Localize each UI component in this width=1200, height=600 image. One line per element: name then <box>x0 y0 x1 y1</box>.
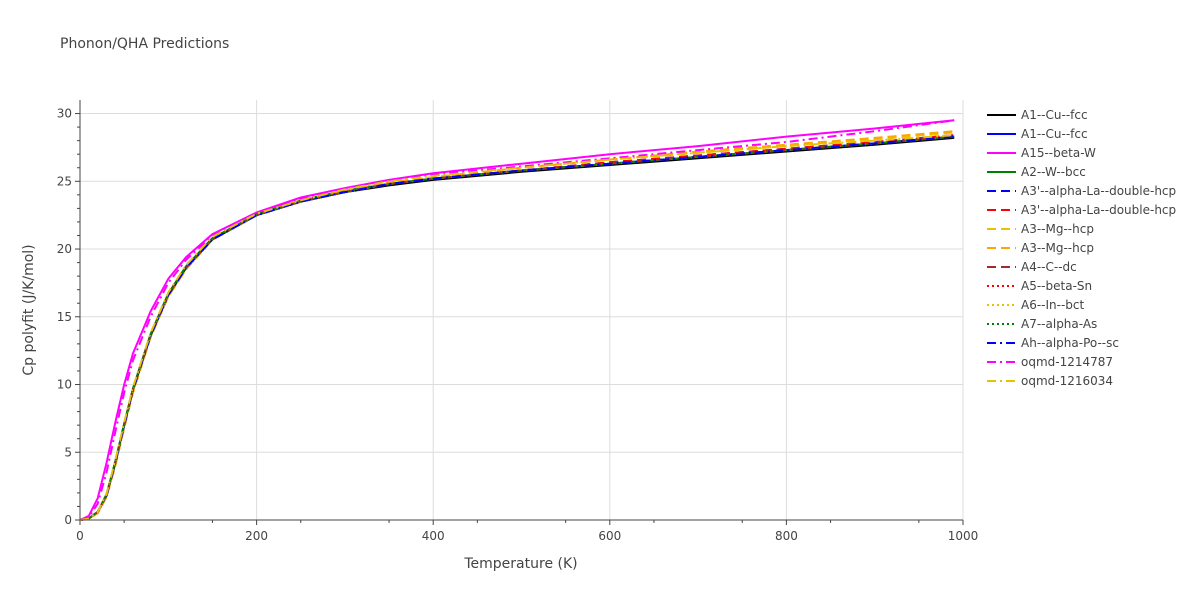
series-line <box>79 135 955 521</box>
legend-item[interactable]: A6--In--bct <box>987 298 1085 312</box>
legend-item[interactable]: A4--C--dc <box>987 260 1077 274</box>
legend-label: A5--beta-Sn <box>1021 279 1092 293</box>
y-tick-label: 5 <box>64 445 72 459</box>
legend-item[interactable]: oqmd-1214787 <box>987 355 1113 369</box>
legend-item[interactable]: A15--beta-W <box>987 146 1096 160</box>
legend-label: oqmd-1216034 <box>1021 374 1113 388</box>
legend-item[interactable]: A3'--alpha-La--double-hcp <box>987 203 1176 217</box>
legend-item[interactable]: A5--beta-Sn <box>987 279 1092 293</box>
legend-label: A3--Mg--hcp <box>1021 222 1094 236</box>
legend-label: A7--alpha-As <box>1021 317 1097 331</box>
legend: A1--Cu--fcc A1--Cu--fcc A15--beta-W A2--W--… <box>987 108 1176 388</box>
legend-label: A6--In--bct <box>1021 298 1085 312</box>
series-line <box>79 134 955 521</box>
y-tick-label: 0 <box>64 513 72 527</box>
legend-label: A1--Cu--fcc <box>1021 127 1088 141</box>
series-line <box>79 136 955 521</box>
series-line <box>79 134 955 521</box>
legend-label: A4--C--dc <box>1021 260 1077 274</box>
series-line <box>79 119 955 521</box>
series-line <box>79 135 955 521</box>
series-line <box>79 135 955 521</box>
y-tick-label: 25 <box>57 174 72 188</box>
series-line <box>79 135 955 521</box>
legend-item[interactable]: A1--Cu--fcc <box>987 108 1088 122</box>
axes <box>79 100 963 521</box>
legend-label: A2--W--bcc <box>1021 165 1086 179</box>
series-line <box>79 119 955 521</box>
x-axis-label: Temperature (K) <box>463 556 577 572</box>
x-axis-ticks: 0 200 400 600 800 1000 <box>76 520 978 543</box>
legend-label: A1--Cu--fcc <box>1021 108 1088 122</box>
series-line <box>79 135 955 521</box>
x-tick-label: 200 <box>245 529 268 543</box>
y-axis-label: Cp polyfit (J/K/mol) <box>21 244 37 375</box>
series-line <box>79 135 955 521</box>
x-tick-label: 0 <box>76 529 84 543</box>
x-tick-label: 1000 <box>948 529 979 543</box>
y-axis-ticks: 0 5 10 15 20 25 30 <box>57 107 80 527</box>
series-line <box>79 135 955 521</box>
series-lines <box>79 119 955 521</box>
legend-item[interactable]: oqmd-1216034 <box>987 374 1113 388</box>
gridlines <box>80 100 964 520</box>
legend-item[interactable]: A3--Mg--hcp <box>987 241 1094 255</box>
x-tick-label: 400 <box>422 529 445 543</box>
y-tick-label: 15 <box>57 310 72 324</box>
x-tick-label: 600 <box>598 529 621 543</box>
legend-label: A3--Mg--hcp <box>1021 241 1094 255</box>
legend-label: A15--beta-W <box>1021 146 1096 160</box>
legend-item[interactable]: Ah--alpha-Po--sc <box>987 336 1119 350</box>
legend-item[interactable]: A7--alpha-As <box>987 317 1097 331</box>
series-line <box>79 130 955 521</box>
x-tick-label: 800 <box>775 529 798 543</box>
legend-item[interactable]: A3--Mg--hcp <box>987 222 1094 236</box>
chart-title: Phonon/QHA Predictions <box>60 36 230 52</box>
legend-label: A3'--alpha-La--double-hcp <box>1021 203 1176 217</box>
y-tick-label: 10 <box>57 378 72 392</box>
legend-item[interactable]: A2--W--bcc <box>987 165 1086 179</box>
legend-label: oqmd-1214787 <box>1021 355 1113 369</box>
legend-label: A3'--alpha-La--double-hcp <box>1021 184 1176 198</box>
series-line <box>79 131 955 521</box>
series-line <box>79 134 955 521</box>
legend-label: Ah--alpha-Po--sc <box>1021 336 1119 350</box>
legend-item[interactable]: A3'--alpha-La--double-hcp <box>987 184 1176 198</box>
y-tick-label: 30 <box>57 107 72 121</box>
y-tick-label: 20 <box>57 242 72 256</box>
legend-item[interactable]: A1--Cu--fcc <box>987 127 1088 141</box>
